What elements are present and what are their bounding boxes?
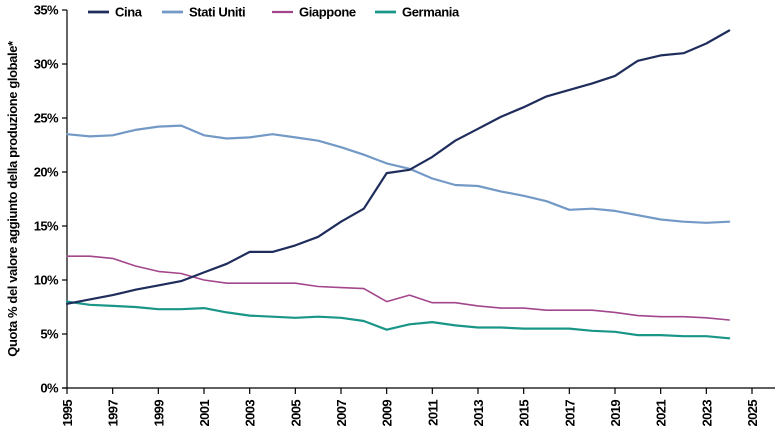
x-tick-label: 2011 xyxy=(425,400,440,426)
legend-label: Cina xyxy=(115,5,143,20)
x-tick-label: 1995 xyxy=(60,400,75,427)
y-axis-title-text: Quota % del valore aggiunto della produz… xyxy=(5,40,20,357)
x-tick-label: 2007 xyxy=(334,400,349,427)
x-tick-label: 2003 xyxy=(243,400,258,427)
y-tick-label: 30% xyxy=(34,57,59,72)
x-tick-label: 2019 xyxy=(608,400,623,427)
x-tick-label: 2005 xyxy=(288,400,303,427)
series-line-stati-uniti xyxy=(65,124,731,224)
x-tick-label: 2015 xyxy=(517,400,532,427)
y-tick-label: 5% xyxy=(40,327,59,342)
y-tick-label: 35% xyxy=(34,3,59,18)
x-tick-label: 2025 xyxy=(745,400,760,427)
y-tick-label: 10% xyxy=(34,273,59,288)
y-tick-label: 25% xyxy=(34,111,59,126)
series-line-germania xyxy=(65,300,731,340)
series-layer xyxy=(65,29,731,340)
series-line-cina xyxy=(65,29,731,305)
legend-item-stati-uniti: Stati Uniti xyxy=(162,5,246,20)
y-tick-label: 20% xyxy=(34,165,59,180)
legend-item-cina: Cina xyxy=(88,5,143,20)
x-tick-label: 2017 xyxy=(562,400,577,427)
y-axis: 0% 5% 10% 15% 20% 25% 30% 35% xyxy=(34,3,68,396)
legend-item-giappone: Giappone xyxy=(272,5,356,20)
y-axis-title: Quota % del valore aggiunto della produz… xyxy=(5,40,20,357)
x-tick-label: 2013 xyxy=(471,400,486,427)
y-tick-label: 0% xyxy=(40,381,59,396)
series-line-giappone xyxy=(66,255,731,321)
legend-label: Germania xyxy=(402,5,460,20)
x-axis: 1995 1997 1999 2001 2003 2005 2007 2009 2011 2013… xyxy=(60,387,775,427)
legend-label: Giappone xyxy=(299,5,356,20)
legend-item-germania: Germania xyxy=(375,5,460,20)
x-tick-label: 2001 xyxy=(197,400,212,427)
x-tick-label: 1997 xyxy=(106,400,121,427)
x-tick-label: 2023 xyxy=(699,400,714,427)
legend-label: Stati Uniti xyxy=(189,5,245,20)
x-tick-label: 2009 xyxy=(380,400,395,427)
y-tick-label: 15% xyxy=(34,219,59,234)
legend: Cina Stati Uniti Giappone Germania xyxy=(88,5,460,20)
x-tick-label: 1999 xyxy=(151,400,166,427)
x-tick-label: 2021 xyxy=(654,400,669,427)
